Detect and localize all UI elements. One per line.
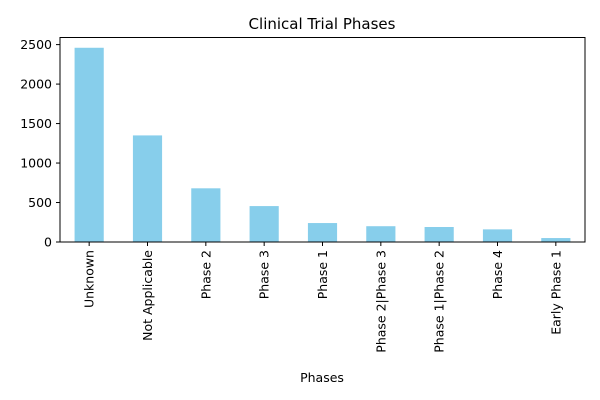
y-tick-label: 1500 [20, 116, 52, 131]
x-tick-label: Early Phase 1 [548, 250, 563, 335]
x-tick-label: Phase 2 [198, 250, 213, 299]
bar [366, 226, 396, 242]
chart-title: Clinical Trial Phases [249, 15, 396, 33]
bar [482, 229, 513, 242]
y-axis: 0 500 1000 1500 2000 2500 [20, 37, 60, 250]
bars-group [74, 47, 571, 242]
y-tick-label: 2500 [20, 37, 52, 52]
x-tick-label: Phase 4 [490, 250, 505, 299]
x-tick-label: Phase 1|Phase 2 [432, 250, 447, 353]
y-tick-label: 0 [44, 235, 52, 250]
y-tick-label: 500 [28, 195, 52, 210]
bar [191, 188, 221, 242]
y-tick-label: 1000 [20, 156, 52, 171]
x-tick-label: Phase 2|Phase 3 [373, 250, 388, 353]
bar [132, 135, 163, 242]
bar [424, 226, 454, 242]
x-tick-label: Phase 1 [315, 250, 330, 299]
x-tick-label: Phase 3 [257, 250, 272, 299]
y-tick-label: 2000 [20, 77, 52, 92]
x-tick-label: Not Applicable [140, 250, 155, 341]
x-tick-label: Unknown [82, 250, 97, 308]
plot-frame [59, 37, 586, 243]
bar [307, 223, 338, 242]
x-axis-label: Phases [300, 370, 344, 385]
x-axis: Unknown Not Applicable Phase 2 Phase 3 Phase… [82, 242, 563, 353]
bar [541, 238, 571, 242]
bar [249, 206, 279, 242]
bar [74, 47, 104, 242]
